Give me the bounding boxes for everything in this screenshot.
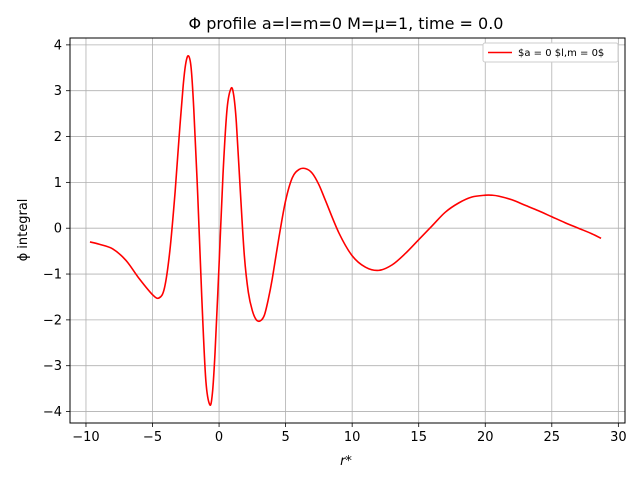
y-tick-label: 0 [54, 222, 62, 237]
plot-frame [69, 37, 626, 424]
chart-title: Φ profile a=l=m=0 M=μ=1, time = 0.0 [189, 14, 504, 33]
y-tick-label: 4 [54, 38, 62, 53]
y-tick-label: −4 [43, 405, 62, 420]
y-tick-label: 3 [54, 84, 62, 99]
y-tick-label: −3 [43, 359, 62, 374]
x-tick-label: −5 [143, 430, 162, 445]
x-tick-label: 5 [281, 430, 289, 445]
y-tick-label: 2 [54, 130, 62, 145]
x-tick-label: 30 [610, 430, 627, 445]
x-tick-label: 15 [410, 430, 427, 445]
y-tick-label: −2 [43, 313, 62, 328]
x-axis-label: r* [340, 454, 352, 469]
y-tick-label: −1 [43, 268, 62, 283]
legend-box [482, 42, 619, 63]
x-tick-label: 10 [344, 430, 361, 445]
x-tick-label: 0 [215, 430, 223, 445]
grid [70, 38, 625, 423]
x-tick-label: 20 [477, 430, 494, 445]
y-axis-label: ϕ integral [16, 199, 31, 262]
series-line [89, 54, 602, 406]
legend: $a = 0 $l,m = 0$ [482, 42, 619, 63]
series-layer [89, 54, 602, 406]
x-tick-label: −10 [72, 430, 99, 445]
y-tick-label: 1 [54, 176, 62, 191]
legend-label: $a = 0 $l,m = 0$ [518, 48, 604, 59]
x-tick-label: 25 [544, 430, 561, 445]
